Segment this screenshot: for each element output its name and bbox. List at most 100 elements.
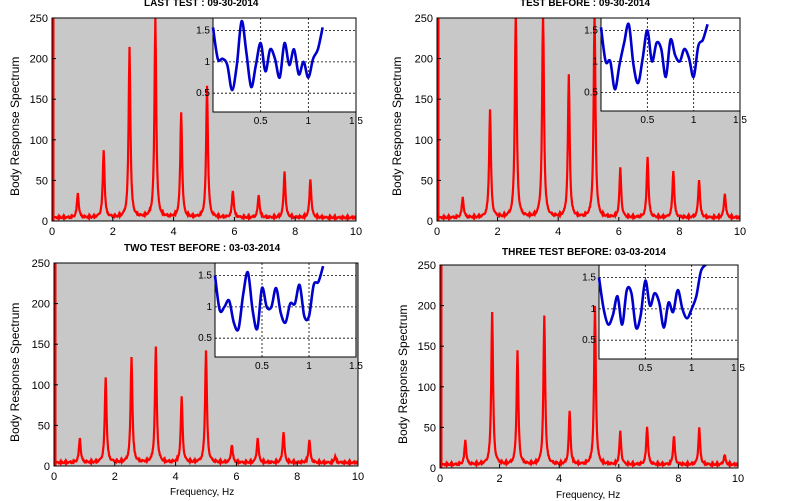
y-tick-label: 200: [418, 301, 436, 313]
spectrum-line: [440, 305, 738, 468]
y-tick-label: 100: [418, 382, 436, 394]
inset-line: [211, 19, 324, 92]
chart-title: TEST BEFORE : 09-30-2014: [520, 0, 651, 9]
inset-area: [212, 17, 357, 113]
x-axis-label: Frequency, Hz: [170, 487, 235, 498]
x-tick-label: 4: [173, 471, 179, 483]
y-tick-label: 250: [32, 258, 50, 270]
inset-y-tick-label: 0.5: [584, 87, 598, 98]
chart-title: TWO TEST BEFORE : 03-03-2014: [124, 243, 281, 254]
y-tick-label: 50: [38, 420, 50, 432]
y-axis-label: Body Response Spectrum: [8, 302, 22, 442]
inset-y-tick-label: 1: [206, 302, 212, 313]
y-tick-label: 50: [421, 175, 433, 187]
inset-y-tick-label: 1.5: [196, 26, 210, 37]
inset-y-tick-label: 1.5: [198, 271, 212, 282]
spectrum-line: [52, 18, 356, 221]
x-tick-label: 10: [732, 473, 744, 485]
inset-y-tick-label: 0.5: [582, 335, 596, 346]
y-tick-label: 0: [427, 216, 433, 228]
y-tick-label: 100: [415, 135, 433, 147]
x-tick-label: 8: [675, 473, 681, 485]
inset-y-tick-label: 1.5: [582, 273, 596, 284]
x-tick-label: 4: [171, 226, 177, 238]
x-tick-label: 0: [437, 473, 443, 485]
x-tick-label: 6: [233, 471, 239, 483]
inset-x-tick-label: 0.5: [254, 116, 268, 127]
y-tick-label: 150: [30, 94, 48, 106]
x-tick-label: 6: [616, 473, 622, 485]
y-tick-label: 100: [30, 135, 48, 147]
chart-panel-two-test-before: 0.5 1 1.5 0.5 1 1.5 0 2 4 6 8 10 0 50 100 150 200 250 TWO …: [0, 243, 396, 500]
plot-frame: [51, 17, 357, 222]
inset-x-tick-label: 1: [306, 116, 312, 127]
inset-y-tick-label: 1: [590, 304, 596, 315]
y-tick-label: 200: [32, 299, 50, 311]
inset-x-tick-label: 1: [306, 361, 312, 372]
x-axis-label: Frequency, Hz: [556, 490, 621, 501]
inset-x-tick-label: 0.5: [640, 115, 654, 126]
inset-y-tick-label: 0.5: [196, 88, 210, 99]
y-axis-label: Body Response Spectrum: [390, 56, 404, 196]
x-tick-label: 2: [112, 471, 118, 483]
inset-area: [600, 17, 741, 112]
inset-line: [213, 265, 325, 332]
x-tick-label: 2: [497, 473, 503, 485]
y-tick-label: 150: [32, 339, 50, 351]
chart-panel-three-test-before: 0.5 1 1.5 0.5 1 1.5 0 2 4 6 8 10 0 50 100 150 200 250 THRE…: [396, 245, 792, 501]
y-tick-label: 250: [415, 13, 433, 25]
inset-x-tick-label: 1: [691, 115, 697, 126]
inset-y-tick-label: 1: [204, 57, 210, 68]
inset-x-tick-label: 1: [689, 363, 695, 374]
plot-frame: [439, 264, 739, 469]
x-tick-label: 4: [556, 473, 562, 485]
x-tick-label: 10: [734, 226, 746, 238]
x-tick-label: 0: [49, 226, 55, 238]
inset-line: [597, 264, 707, 330]
x-tick-label: 6: [231, 226, 237, 238]
y-tick-label: 200: [30, 54, 48, 66]
inset-x-tick-label: 0.5: [638, 363, 652, 374]
y-tick-label: 150: [418, 341, 436, 353]
y-tick-label: 100: [32, 380, 50, 392]
x-tick-label: 0: [434, 226, 440, 238]
chart-panel-last-test: 0.5 1 1.5 0.5 1 1.5 0 2 4 6 8 10 0 50 100 150 200 250 LAST…: [0, 0, 396, 245]
x-tick-label: 10: [352, 471, 364, 483]
inset-area: [214, 262, 357, 358]
x-tick-label: 8: [294, 471, 300, 483]
chart-panel-test-before: 0.5 1 1.5 0.5 1 1.5 0 2 4 6 8 10 0 50 100 150 200 250 TEST…: [390, 0, 792, 245]
y-tick-label: 0: [430, 463, 436, 475]
plot-frame: [53, 262, 359, 467]
inset-y-tick-label: 1.5: [584, 25, 598, 36]
inset-x-tick-label: 1.5: [349, 361, 363, 372]
inset-y-tick-label: 0.5: [198, 333, 212, 344]
y-tick-label: 50: [36, 175, 48, 187]
y-tick-label: 0: [42, 216, 48, 228]
chart-title: THREE TEST BEFORE: 03-03-2014: [502, 247, 666, 258]
x-tick-label: 8: [292, 226, 298, 238]
y-tick-label: 0: [44, 461, 50, 473]
spectrum-line: [54, 346, 358, 466]
spectrum-line: [437, 18, 740, 221]
x-tick-label: 0: [51, 471, 57, 483]
y-axis-label: Body Response Spectrum: [8, 56, 22, 196]
x-tick-label: 4: [555, 226, 561, 238]
x-tick-label: 8: [676, 226, 682, 238]
inset-x-tick-label: 0.5: [255, 361, 269, 372]
y-tick-label: 250: [30, 13, 48, 25]
x-tick-label: 2: [110, 226, 116, 238]
y-axis-label: Body Response Spectrum: [396, 304, 410, 444]
inset-line: [599, 22, 709, 91]
x-tick-label: 6: [616, 226, 622, 238]
y-tick-label: 50: [424, 422, 436, 434]
y-tick-label: 150: [415, 94, 433, 106]
y-tick-label: 200: [415, 54, 433, 66]
inset-y-tick-label: 1: [592, 56, 598, 67]
y-tick-label: 250: [418, 260, 436, 272]
x-tick-label: 10: [350, 226, 362, 238]
plot-frame: [436, 17, 741, 222]
x-tick-label: 2: [495, 226, 501, 238]
